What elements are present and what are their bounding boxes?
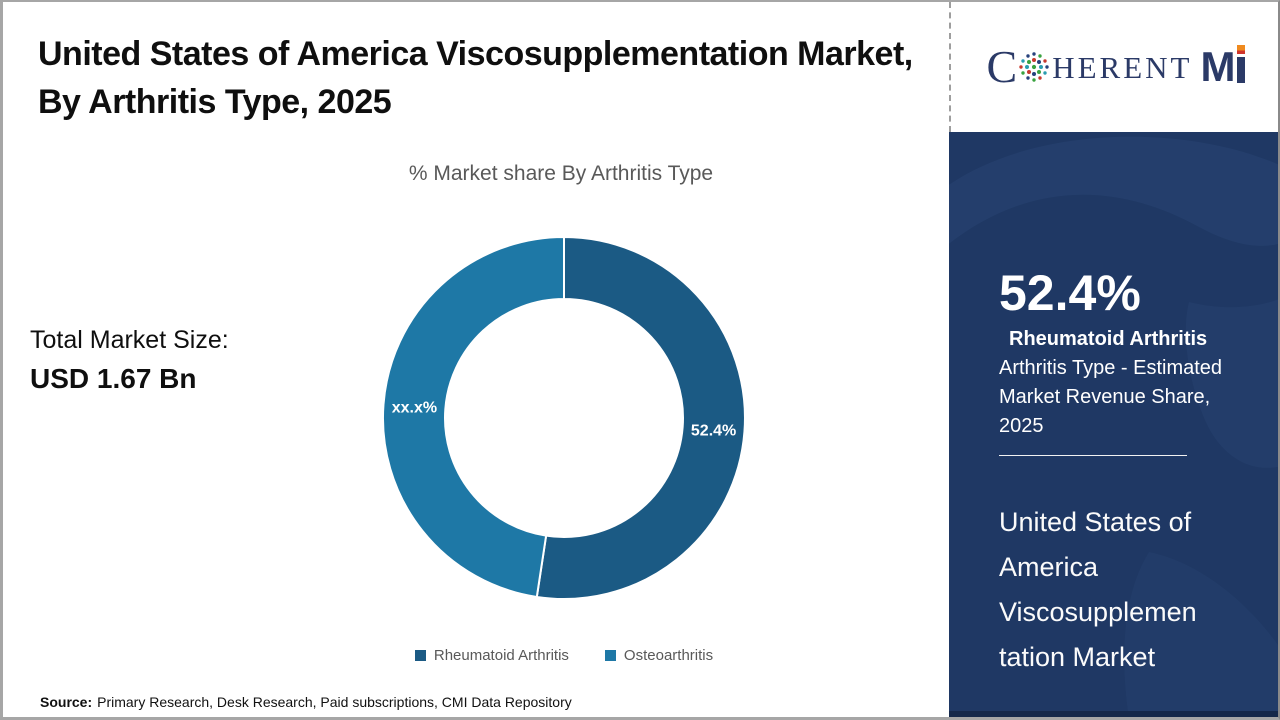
donut-slice-label: xx.x% — [392, 400, 437, 417]
sidebar-divider — [999, 455, 1187, 456]
highlight-panel: 52.4% Rheumatoid Arthritis Arthritis Typ… — [949, 132, 1278, 717]
legend-label: Rheumatoid Arthritis — [433, 647, 569, 664]
highlight-stat-description: Arthritis Type - Estimated Market Revenu… — [999, 357, 1223, 437]
logo-letters-herent: HERENT — [1052, 49, 1193, 85]
main-chart-area: United States of America Viscosupplement… — [3, 2, 951, 717]
logo-area: C — [949, 2, 1278, 132]
total-market-size-label: Total Market Size: — [30, 326, 229, 354]
sidebar-market-name: United States of America Viscosupplement… — [999, 507, 1197, 672]
sidebar-content: 52.4% Rheumatoid Arthritis Arthritis Typ… — [949, 132, 1278, 680]
logo-letter-i-mark — [1237, 45, 1246, 83]
logo-i-navy-bar — [1237, 57, 1246, 83]
source-note: Source: Primary Research, Desk Research, … — [40, 694, 572, 710]
coherentmi-logo: C — [987, 44, 1246, 90]
sidebar-footer-band — [949, 711, 1278, 717]
donut-chart: 52.4% xx.x% — [374, 228, 754, 608]
legend-item-osteoarthritis: Osteoarthritis — [604, 647, 714, 664]
page-title: United States of America Viscosupplement… — [38, 35, 913, 121]
globe-dots-icon — [1019, 52, 1049, 82]
legend-swatch-rheumatoid — [414, 650, 426, 661]
map-pattern-decoration — [949, 136, 1278, 717]
donut-slice — [535, 235, 746, 600]
donut-slice — [381, 235, 565, 599]
logo-letter-m: M — [1200, 43, 1235, 90]
total-market-size-value: USD 1.67 Bn — [30, 363, 197, 394]
legend-item-rheumatoid: Rheumatoid Arthritis — [414, 647, 569, 664]
highlight-stat-name: Rheumatoid Arthritis — [1009, 328, 1208, 350]
legend-label: Osteoarthritis — [623, 647, 714, 664]
legend-swatch-osteoarthritis — [604, 650, 616, 661]
chart-legend: Rheumatoid Arthritis Osteoarthritis — [334, 647, 794, 664]
logo-i-orange-tip — [1237, 45, 1246, 54]
total-market-size: Total Market Size: USD 1.67 Bn — [30, 326, 229, 395]
source-label: Source: — [40, 694, 93, 710]
highlight-stat-value: 52.4% — [999, 265, 1141, 321]
donut-slice-label: 52.4% — [691, 422, 736, 439]
logo-letter-c: C — [986, 41, 1018, 92]
source-text: Primary Research, Desk Research, Paid su… — [97, 694, 572, 710]
donut-chart-svg: 52.4% xx.x% — [381, 235, 746, 600]
chart-title: % Market share By Arthritis Type — [408, 162, 714, 185]
